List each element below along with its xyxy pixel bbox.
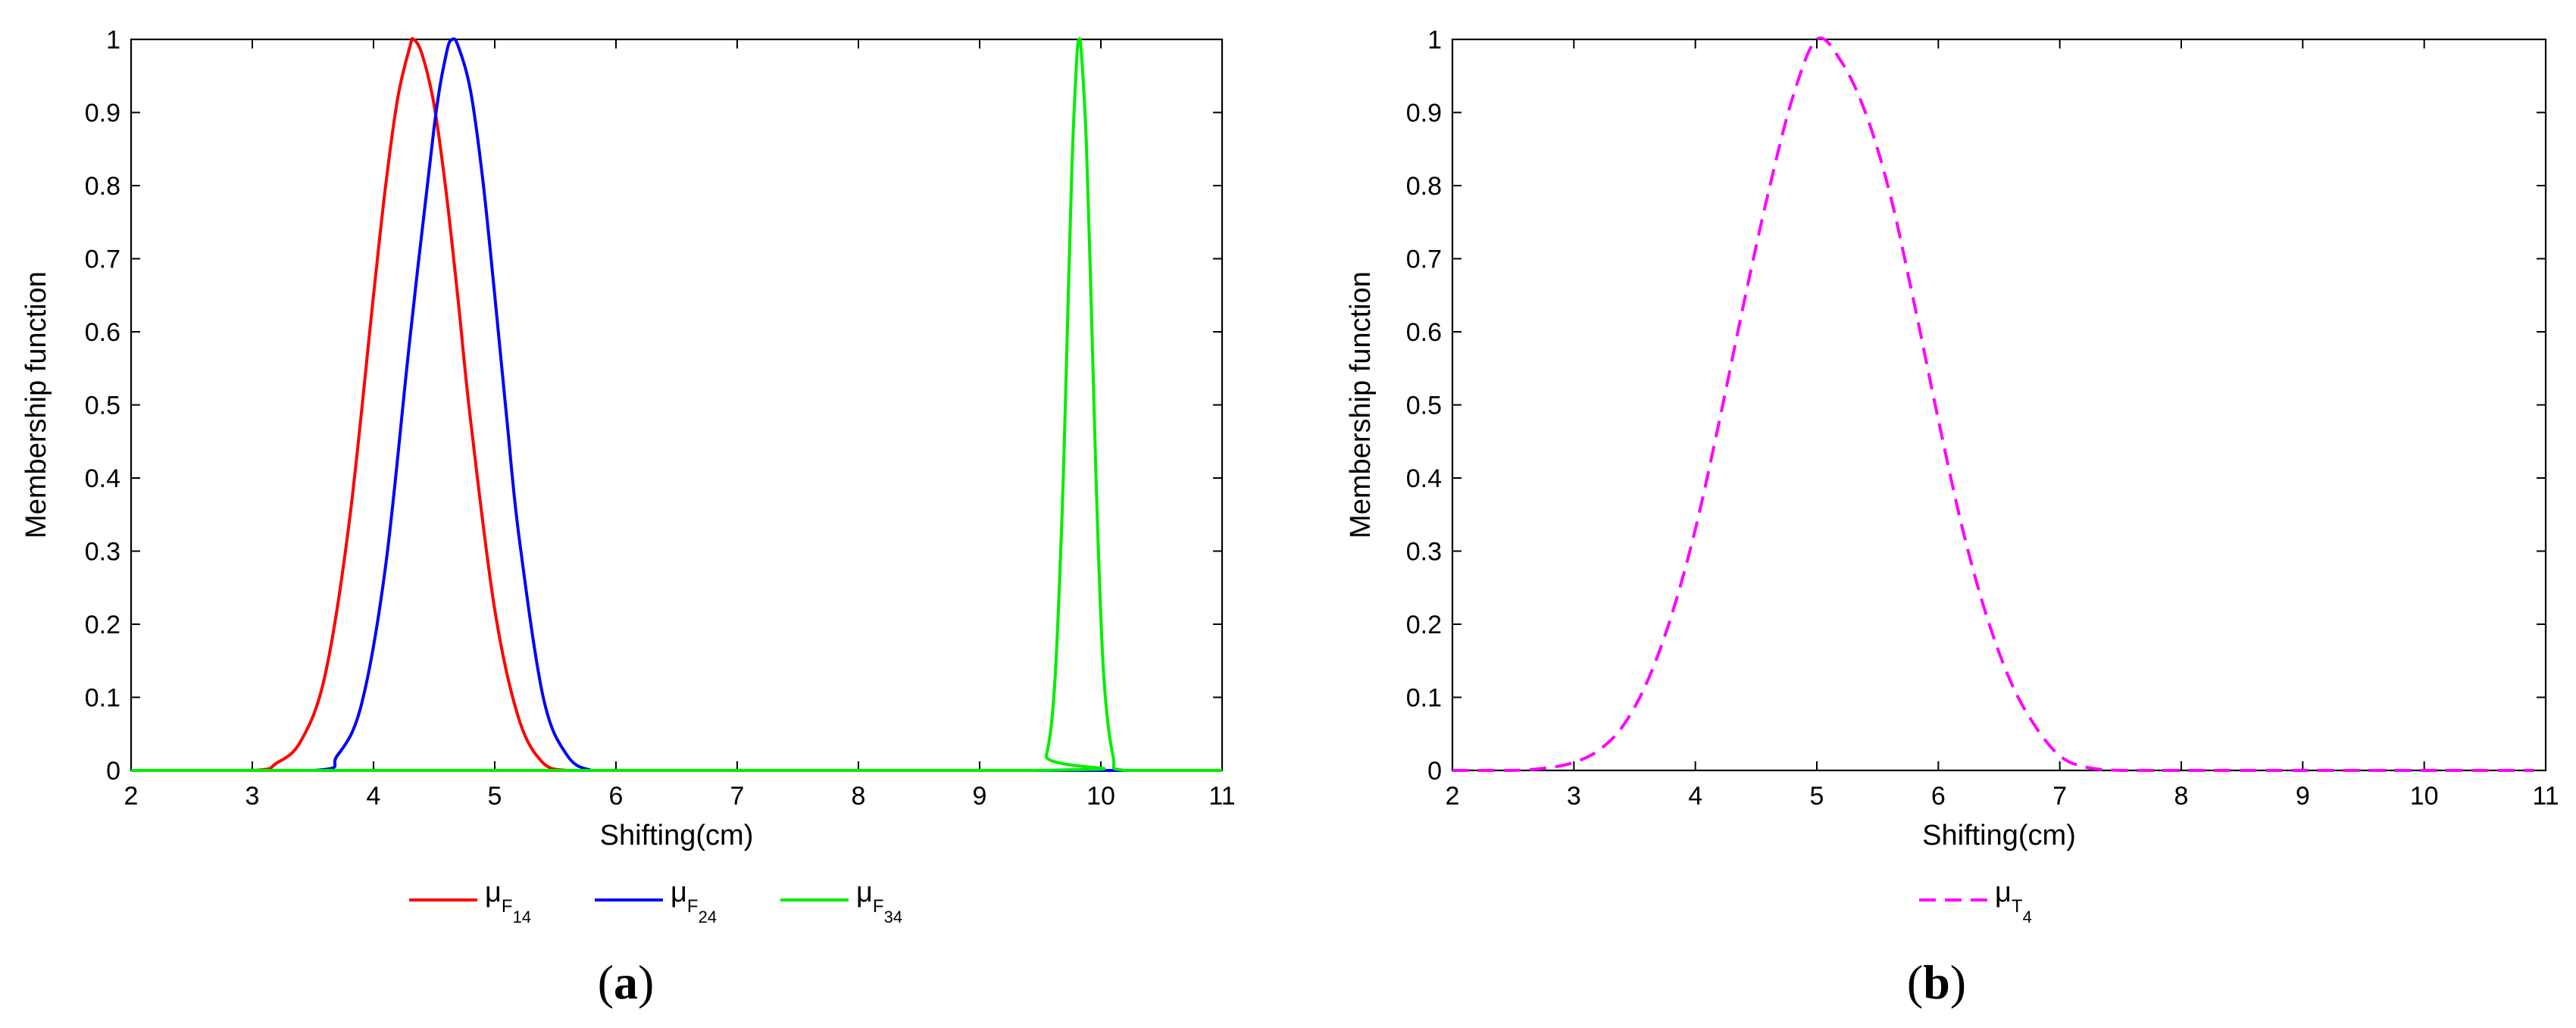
x-tick-label: 7 (730, 782, 745, 811)
panel-label: (b) (1907, 955, 1966, 1009)
y-tick-label: 0.1 (85, 684, 120, 713)
chart-panel-a: 2 3 4 5 6 7 8 9 10 11 0 0.1 0.2 0.3 0.4 0.5 0.6 0.7 0.8 0.9… (20, 26, 1236, 1009)
y-tick-label: 0 (1427, 757, 1442, 786)
x-tick-label: 10 (1086, 782, 1115, 811)
x-tick-label: 4 (367, 782, 381, 811)
series-line-F14 (130, 36, 1222, 773)
y-tick-label: 0.7 (85, 245, 120, 274)
legend-label: μF24 (671, 876, 717, 926)
series-line-F24 (130, 37, 1222, 773)
y-axis-label: Membership function (1345, 271, 1377, 539)
x-tick-label: 10 (2410, 782, 2439, 811)
x-tick-label: 7 (2052, 782, 2067, 811)
x-axis-label: Shifting(cm) (1922, 820, 2076, 851)
y-tick-label: 0 (106, 757, 120, 786)
y-tick-label: 0.3 (85, 538, 120, 567)
legend-label: μF34 (856, 876, 902, 926)
x-tick-label: 5 (488, 782, 502, 811)
y-tick-label: 0.9 (1406, 99, 1442, 128)
y-axis-label: Membership function (20, 271, 52, 539)
panel-label: (a) (598, 955, 655, 1009)
x-tick-label: 3 (245, 782, 260, 811)
x-tick-label: 8 (2174, 782, 2189, 811)
x-tick-label: 6 (609, 782, 624, 811)
y-tick-label: 0.2 (85, 611, 120, 639)
y-tick-label: 0.1 (1406, 684, 1442, 713)
legend-label: μT4 (1995, 876, 2032, 926)
y-tick-label: 0.6 (85, 318, 120, 347)
y-tick-label: 0.2 (1406, 611, 1442, 639)
x-tick-label: 8 (852, 782, 866, 811)
x-tick-label: 11 (1208, 782, 1235, 811)
x-tick-label: 5 (1810, 782, 1824, 811)
y-tick-label: 0.5 (1406, 392, 1442, 420)
x-tick-label: 2 (1446, 782, 1460, 811)
y-tick-label: 0.3 (1406, 538, 1442, 567)
y-tick-label: 0.6 (1406, 318, 1442, 347)
legend-entry: μF14 (409, 876, 531, 926)
legend-entry: μF34 (780, 876, 902, 926)
series-line-F34 (130, 37, 1222, 773)
legend-label: μF14 (485, 876, 531, 926)
x-tick-label: 11 (2532, 782, 2559, 811)
plot-frame (130, 38, 1224, 772)
plot-frame (1451, 38, 2547, 772)
x-tick-label: 9 (973, 782, 987, 811)
y-tick-label: 0.8 (85, 172, 120, 201)
x-tick-label: 6 (1931, 782, 1946, 811)
y-tick-label: 0.7 (1406, 245, 1442, 274)
x-tick-label: 2 (124, 782, 139, 811)
y-tick-label: 0.4 (85, 464, 120, 493)
y-tick-label: 1 (106, 26, 120, 55)
x-tick-label: 9 (2296, 782, 2310, 811)
y-tick-label: 0.9 (85, 99, 120, 128)
legend-entry: μF24 (595, 876, 717, 926)
x-tick-label: 3 (1567, 782, 1581, 811)
y-tick-label: 0.8 (1406, 172, 1442, 201)
y-tick-label: 0.5 (85, 392, 120, 420)
x-axis-label: Shifting(cm) (600, 820, 754, 851)
legend-entry: μT4 (1919, 876, 2032, 926)
y-tick-label: 1 (1427, 26, 1442, 55)
x-tick-label: 4 (1688, 782, 1702, 811)
series-line-T4 (1452, 36, 2534, 773)
chart-panel-b: 2 3 4 5 6 7 8 9 10 11 0 0.1 0.2 0.3 0.4 0.5 0.6 0.7 0.8 0.9… (1345, 26, 2559, 1009)
y-tick-label: 0.4 (1406, 464, 1442, 493)
